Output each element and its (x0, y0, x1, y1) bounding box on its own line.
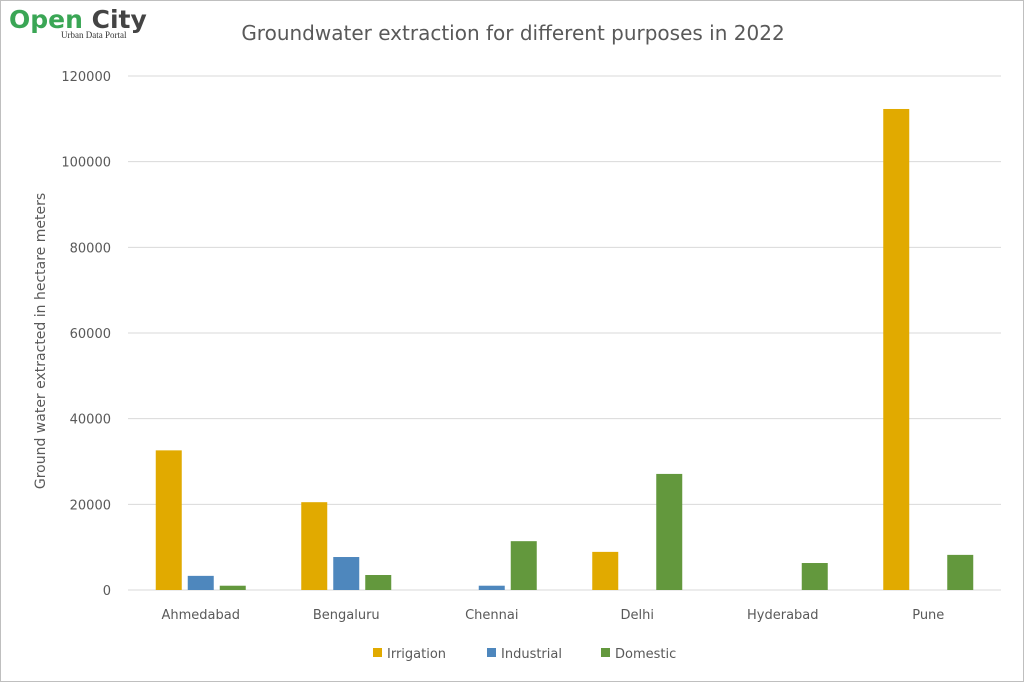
bar-industrial (333, 557, 360, 590)
x-tick-label: Ahmedabad (162, 608, 240, 623)
logo-text-open: Open (9, 5, 92, 34)
y-tick-label: 60000 (70, 327, 111, 342)
y-tick-label: 40000 (70, 413, 111, 428)
x-tick-label: Pune (912, 608, 944, 623)
legend-label-domestic: Domestic (615, 647, 676, 662)
x-tick-label: Chennai (465, 608, 518, 623)
legend-swatch-irrigation (373, 648, 382, 657)
bar-industrial (187, 575, 214, 590)
y-axis-label: Ground water extracted in hectare meters (33, 193, 49, 489)
bar-irrigation (301, 502, 328, 590)
bar-domestic (365, 575, 392, 590)
legend-swatch-industrial (487, 648, 496, 657)
x-tick-label: Bengaluru (313, 608, 380, 623)
bar-domestic (947, 554, 974, 590)
x-tick-label: Delhi (621, 608, 654, 623)
bar-domestic (510, 541, 537, 590)
legend-label-industrial: Industrial (501, 647, 562, 662)
y-tick-label: 80000 (70, 241, 111, 256)
legend-swatch-domestic (601, 648, 610, 657)
y-tick-label: 0 (103, 584, 111, 599)
bar-domestic (656, 473, 683, 590)
bar-domestic (801, 563, 828, 590)
logo-subtitle: Urban Data Portal (61, 30, 127, 40)
bar-irrigation (883, 108, 910, 591)
open-city-logo: Open City Urban Data Portal (9, 5, 147, 40)
x-tick-label: Hyderabad (747, 608, 819, 623)
y-tick-label: 120000 (61, 70, 111, 85)
logo-text-city: City (91, 5, 147, 34)
y-tick-label: 100000 (61, 156, 111, 171)
bar-irrigation (592, 551, 619, 590)
chart-title: Groundwater extraction for different pur… (241, 21, 785, 45)
bar-industrial (478, 585, 505, 590)
bar-domestic (219, 585, 246, 590)
bar-irrigation (155, 450, 182, 590)
y-tick-label: 20000 (70, 498, 111, 513)
legend-label-irrigation: Irrigation (387, 647, 446, 662)
